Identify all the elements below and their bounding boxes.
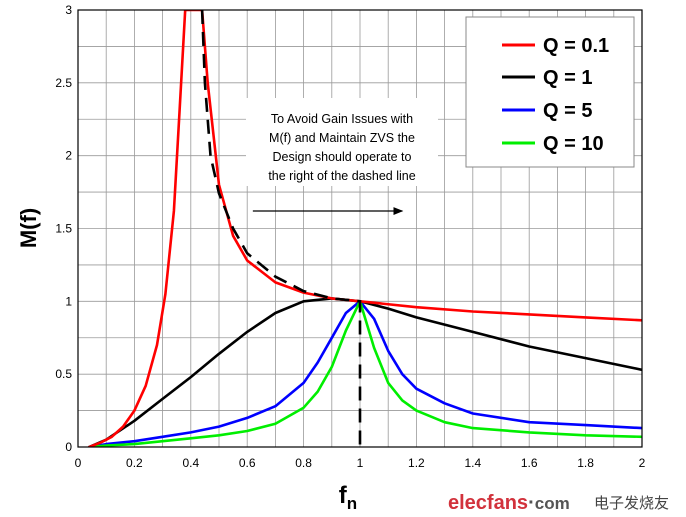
watermark-cn-text: 电子发烧友 xyxy=(594,495,669,512)
annotation-box xyxy=(246,98,438,186)
annotation-line: M(f) and Maintain ZVS the xyxy=(269,131,415,145)
watermark-logo: elecfans·com 电子发烧友 xyxy=(448,492,669,514)
watermark-text: elecfans·com xyxy=(448,492,570,514)
x-tick-label: 0.4 xyxy=(182,456,199,470)
y-tick-label: 3 xyxy=(65,3,72,17)
y-tick-label: 2.5 xyxy=(55,76,72,90)
annotation-line: Design should operate to xyxy=(273,150,412,164)
legend: Q = 0.1 Q = 1 Q = 5 Q = 10 xyxy=(465,16,635,168)
annotation-line: To Avoid Gain Issues with xyxy=(271,112,413,126)
annotation: To Avoid Gain Issues with M(f) and Maint… xyxy=(246,98,438,216)
y-axis-label: M(f) xyxy=(16,208,41,248)
x-tick-label: 0.8 xyxy=(295,456,312,470)
legend-label-q5: Q = 5 xyxy=(543,100,592,122)
x-tick-label: 0.2 xyxy=(126,456,143,470)
series-line-q01 xyxy=(88,10,642,447)
legend-box xyxy=(465,16,635,168)
x-tick-label: 1 xyxy=(357,456,364,470)
annotation-line: the right of the dashed line xyxy=(268,169,415,183)
legend-label-q10: Q = 10 xyxy=(543,133,604,155)
series-line-q10 xyxy=(88,300,642,447)
x-tick-label: 1.8 xyxy=(577,456,594,470)
x-tick-label: 1.6 xyxy=(521,456,538,470)
x-tick-label: 0 xyxy=(75,456,82,470)
plot-frame xyxy=(77,9,643,448)
y-tick-label: 1 xyxy=(65,294,72,308)
series-line-q5 xyxy=(88,300,642,447)
legend-label-q1: Q = 1 xyxy=(543,67,592,89)
y-tick-label: 2 xyxy=(65,149,72,163)
x-axis-label: fn xyxy=(339,482,357,513)
series-line-q1 xyxy=(88,297,642,447)
y-tick-label: 0.5 xyxy=(55,367,72,381)
x-tick-label: 2 xyxy=(639,456,646,470)
y-tick-label: 1.5 xyxy=(55,222,72,236)
legend-label-q01: Q = 0.1 xyxy=(543,35,609,57)
y-tick-label: 0 xyxy=(65,440,72,454)
x-tick-label: 1.4 xyxy=(464,456,481,470)
dashed-boundary-line xyxy=(200,10,362,447)
series-layer xyxy=(88,10,642,447)
x-tick-label: 0.6 xyxy=(239,456,256,470)
tick-labels: 0 0.2 0.4 0.6 0.8 1 1.2 1.4 1.6 1.8 2 0 0.5 1 1.5 2 2.5 3 xyxy=(55,3,645,470)
x-tick-label: 1.2 xyxy=(408,456,425,470)
